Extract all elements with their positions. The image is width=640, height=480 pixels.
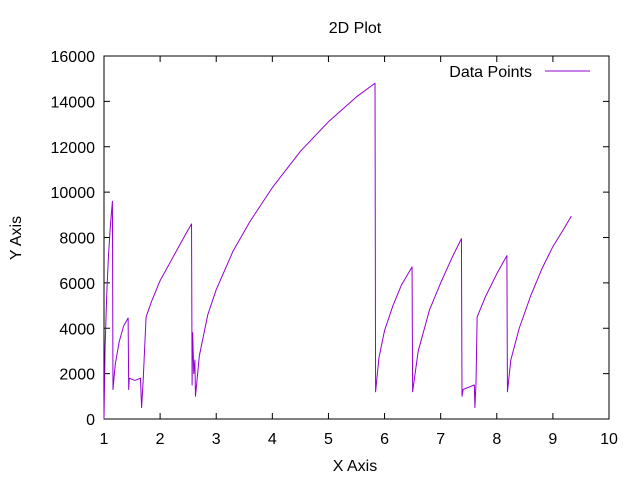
chart-title: 2D Plot	[329, 20, 382, 37]
x-axis-ticks: 1 2 3 4 5 6 7 8 9 10	[100, 56, 618, 448]
y-tick-label: 2000	[59, 367, 95, 384]
series-layer	[103, 82, 572, 420]
legend: Data Points	[449, 64, 590, 81]
y-tick-label: 8000	[59, 231, 95, 248]
x-tick-label: 1	[100, 431, 109, 448]
y-axis-ticks: 0 2000 4000 6000 8000 10000 12000 14000 16000	[51, 49, 609, 429]
y-tick-label: 14000	[51, 94, 96, 111]
x-tick-label: 6	[380, 431, 389, 448]
y-tick-label: 0	[86, 412, 95, 429]
y-tick-label: 16000	[51, 49, 96, 66]
x-tick-label: 5	[324, 431, 333, 448]
x-tick-label: 10	[600, 431, 618, 448]
x-tick-label: 3	[212, 431, 221, 448]
y-tick-label: 6000	[59, 276, 95, 293]
y-tick-label: 4000	[59, 321, 95, 338]
series-line-data-points	[103, 82, 572, 420]
legend-label: Data Points	[449, 64, 532, 81]
x-tick-label: 8	[492, 431, 501, 448]
x-tick-label: 7	[436, 431, 445, 448]
y-axis-label: Y Axis	[8, 216, 25, 260]
x-tick-label: 2	[156, 431, 165, 448]
plot-frame	[103, 55, 610, 420]
y-tick-label: 12000	[51, 140, 96, 157]
x-axis-label: X Axis	[333, 458, 377, 475]
y-tick-label: 10000	[51, 185, 96, 202]
x-tick-label: 9	[548, 431, 557, 448]
x-tick-label: 4	[268, 431, 277, 448]
